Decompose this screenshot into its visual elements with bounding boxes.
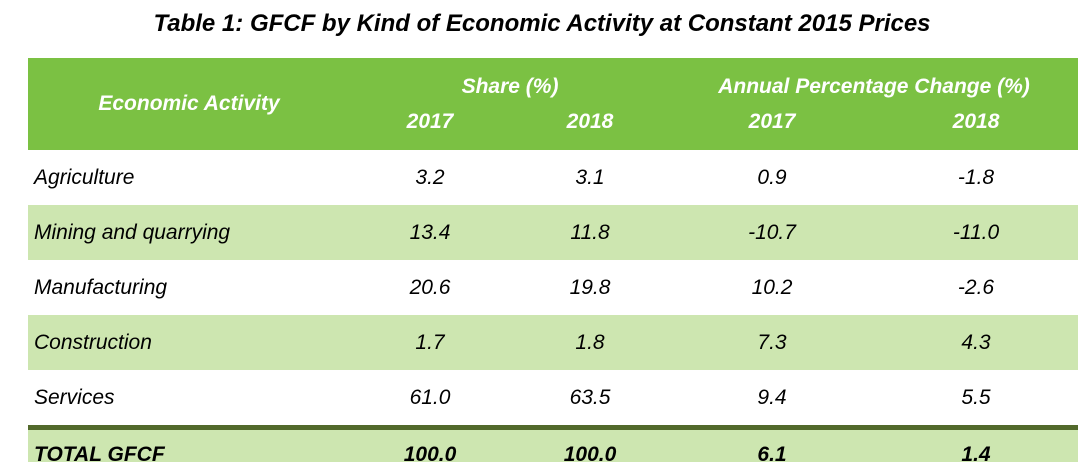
apc-2018-cell: -2.6	[874, 260, 1079, 315]
header-apc-group: Annual Percentage Change (%)	[670, 58, 1079, 109]
activity-cell: Agriculture	[28, 150, 350, 205]
apc-2018-cell: 4.3	[874, 315, 1079, 370]
table-row-manufacturing: Manufacturing 20.6 19.8 10.2 -2.6	[28, 260, 1079, 315]
total-apc-2017-cell: 6.1	[670, 425, 875, 462]
apc-2018-cell: 5.5	[874, 370, 1079, 428]
share-2018-cell: 63.5	[510, 370, 671, 428]
total-share-2017-cell: 100.0	[350, 425, 510, 462]
header-economic-activity: Economic Activity	[28, 58, 350, 150]
apc-2017-cell: 0.9	[670, 150, 875, 205]
table-row-mining: Mining and quarrying 13.4 11.8 -10.7 -11…	[28, 205, 1079, 260]
header-apc-2018: 2018	[874, 109, 1079, 150]
apc-2018-cell: -11.0	[874, 205, 1079, 260]
table-row-services: Services 61.0 63.5 9.4 5.5	[28, 370, 1079, 428]
header-year-row: 2017 2018 2017 2018	[28, 109, 1079, 150]
share-2018-cell: 1.8	[510, 315, 671, 370]
table-row-total: TOTAL GFCF 100.0 100.0 6.1 1.4	[28, 425, 1079, 462]
activity-cell: Mining and quarrying	[28, 205, 350, 260]
share-2017-cell: 13.4	[350, 205, 510, 260]
share-2017-cell: 20.6	[350, 260, 510, 315]
share-2017-cell: 1.7	[350, 315, 510, 370]
share-2017-cell: 3.2	[350, 150, 510, 205]
header-share-2017: 2017	[350, 109, 510, 150]
apc-2018-cell: -1.8	[874, 150, 1079, 205]
activity-cell: Manufacturing	[28, 260, 350, 315]
table-body: Agriculture 3.2 3.1 0.9 -1.8 Mining and …	[28, 150, 1079, 462]
apc-2017-cell: 7.3	[670, 315, 875, 370]
activity-cell: Construction	[28, 315, 350, 370]
header-share-group: Share (%)	[350, 58, 671, 109]
header-apc-2017: 2017	[670, 109, 875, 150]
share-2018-cell: 11.8	[510, 205, 671, 260]
header-group-row: Economic Activity Share (%) Annual Perce…	[28, 58, 1079, 150]
apc-2017-cell: -10.7	[670, 205, 875, 260]
share-2017-cell: 61.0	[350, 370, 510, 428]
header-share-2018: 2018	[510, 109, 671, 150]
activity-cell: Services	[28, 370, 350, 428]
apc-2017-cell: 9.4	[670, 370, 875, 428]
table-title: Table 1: GFCF by Kind of Economic Activi…	[153, 10, 931, 37]
share-2018-cell: 19.8	[510, 260, 671, 315]
apc-2017-cell: 10.2	[670, 260, 875, 315]
share-2018-cell: 3.1	[510, 150, 671, 205]
table-row-agriculture: Agriculture 3.2 3.1 0.9 -1.8	[28, 150, 1079, 205]
total-apc-2018-cell: 1.4	[874, 425, 1079, 462]
total-label-cell: TOTAL GFCF	[28, 425, 350, 462]
table-row-construction: Construction 1.7 1.8 7.3 4.3	[28, 315, 1079, 370]
gfcf-table: Economic Activity Share (%) Annual Perce…	[28, 58, 1079, 462]
table-header: Economic Activity Share (%) Annual Perce…	[28, 58, 1079, 150]
total-share-2018-cell: 100.0	[510, 425, 671, 462]
